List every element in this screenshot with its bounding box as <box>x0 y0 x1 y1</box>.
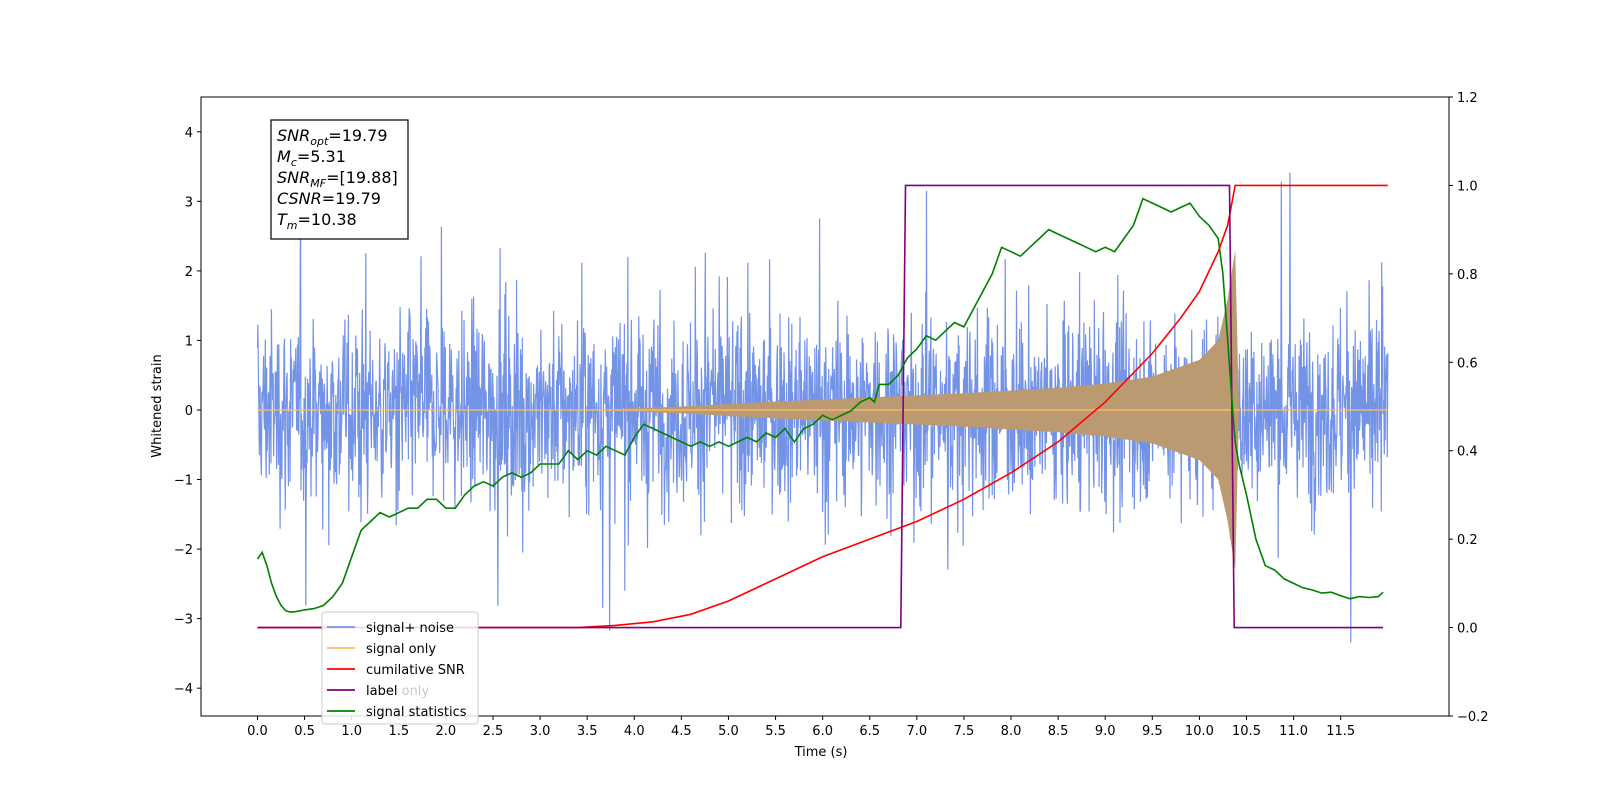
y2-tick-label: 1.0 <box>1457 179 1478 194</box>
x-axis-label: Time (s) <box>794 745 848 760</box>
stats-line: Tm=10.38 <box>277 210 357 232</box>
stats-box-frame <box>270 119 409 240</box>
x-tick-label: 7.5 <box>954 724 975 739</box>
stats-value: =19.79 <box>328 126 387 145</box>
series-label-line <box>257 184 1384 629</box>
y2-tick-label: 0.2 <box>1457 533 1478 548</box>
legend: label only signal+ noise signal only cumila… <box>321 611 479 725</box>
stats-value: =5.31 <box>297 147 346 166</box>
y-tick-label: 3 <box>185 195 193 210</box>
stats-symbol: M <box>277 147 291 166</box>
y2-tick-label: 0.8 <box>1457 268 1478 283</box>
x-tick-label: 1.5 <box>388 724 409 739</box>
x-tick-label: 3.0 <box>530 724 551 739</box>
x-tick-label: 0.0 <box>247 724 268 739</box>
y-tick-label: −1 <box>174 474 193 489</box>
x-tick-label: 11.0 <box>1279 724 1308 739</box>
legend-label: cumilative SNR <box>366 663 465 678</box>
y-axis-right: 1.2 1.0 0.8 0.6 0.4 0.2 0.0 −0.2 <box>1449 91 1489 725</box>
series-signal-statistics-line <box>256 197 1384 613</box>
stats-value: =10.38 <box>298 210 357 229</box>
x-tick-label: 9.0 <box>1095 724 1116 739</box>
y-axis-left: 4 3 2 1 0 −1 −2 −3 −4 <box>174 126 201 697</box>
x-tick-label: 1.0 <box>341 724 362 739</box>
y-tick-label: 4 <box>185 126 193 141</box>
x-tick-label: 2.5 <box>483 724 504 739</box>
legend-label: label <box>366 684 397 699</box>
legend-label: signal+ noise <box>366 621 454 636</box>
x-tick-label: 10.5 <box>1232 724 1261 739</box>
stats-line: SNRMF=[19.88] <box>277 168 398 190</box>
y-axis-label: Whitened strain <box>150 354 165 457</box>
plot-area <box>200 96 1450 717</box>
x-tick-label: 11.5 <box>1326 724 1355 739</box>
x-tick-label: 2.0 <box>436 724 457 739</box>
stats-subscript: opt <box>310 135 329 148</box>
stats-line: CSNR=19.79 <box>277 189 381 208</box>
legend-label: signal only <box>366 642 436 657</box>
y2-tick-label: 0.0 <box>1457 622 1478 637</box>
stats-symbol: SNR <box>277 168 310 187</box>
stats-line: Mc=5.31 <box>277 147 346 169</box>
y-tick-label: 2 <box>185 265 193 280</box>
y2-tick-label: −0.2 <box>1457 710 1489 725</box>
x-axis: 0.0 0.5 1.0 1.5 2.0 2.5 3.0 3.5 4.0 4.5 5.0 5.5 6.0 6… <box>247 716 1355 739</box>
plot-frame <box>200 96 1450 717</box>
x-tick-label: 4.5 <box>671 724 692 739</box>
legend-label: signal statistics <box>366 705 467 720</box>
legend-label-ghost: label only <box>366 684 429 699</box>
stats-line: SNRopt=19.79 <box>277 126 388 148</box>
y2-tick-label: 0.4 <box>1457 445 1478 460</box>
stats-subscript: m <box>287 219 298 232</box>
x-tick-label: 8.0 <box>1001 724 1022 739</box>
stats-symbol: T <box>277 210 288 229</box>
x-tick-label: 5.0 <box>718 724 739 739</box>
x-tick-label: 8.5 <box>1048 724 1069 739</box>
x-tick-label: 0.5 <box>294 724 315 739</box>
series-cumilative-snr-line <box>257 184 1388 629</box>
stats-symbol: CSNR <box>277 189 322 208</box>
signal-layer <box>257 250 1388 570</box>
x-tick-label: 6.5 <box>859 724 880 739</box>
y2-tick-label: 0.6 <box>1457 356 1478 371</box>
series-layer <box>256 184 1388 629</box>
x-tick-label: 10.0 <box>1185 724 1214 739</box>
legend-frame <box>321 611 479 725</box>
y-tick-label: 0 <box>185 404 193 419</box>
stats-subscript: MF <box>310 177 326 190</box>
stats-symbol: SNR <box>277 126 310 145</box>
y2-tick-label: 1.2 <box>1457 91 1478 106</box>
x-tick-label: 5.5 <box>765 724 786 739</box>
stats-value: =19.79 <box>322 189 381 208</box>
x-tick-label: 3.5 <box>577 724 598 739</box>
stats-subscript: c <box>291 156 297 169</box>
stats-box: SNRopt=19.79Mc=5.31SNRMF=[19.88]CSNR=19.… <box>270 119 409 240</box>
x-tick-label: 9.5 <box>1142 724 1163 739</box>
x-tick-label: 7.0 <box>906 724 927 739</box>
x-tick-label: 6.0 <box>812 724 833 739</box>
y-tick-label: 1 <box>185 334 193 349</box>
stats-value: =[19.88] <box>326 168 398 187</box>
y-tick-label: −2 <box>174 543 193 558</box>
y-tick-label: −3 <box>174 613 193 628</box>
x-tick-label: 4.0 <box>624 724 645 739</box>
y-tick-label: −4 <box>174 682 193 697</box>
